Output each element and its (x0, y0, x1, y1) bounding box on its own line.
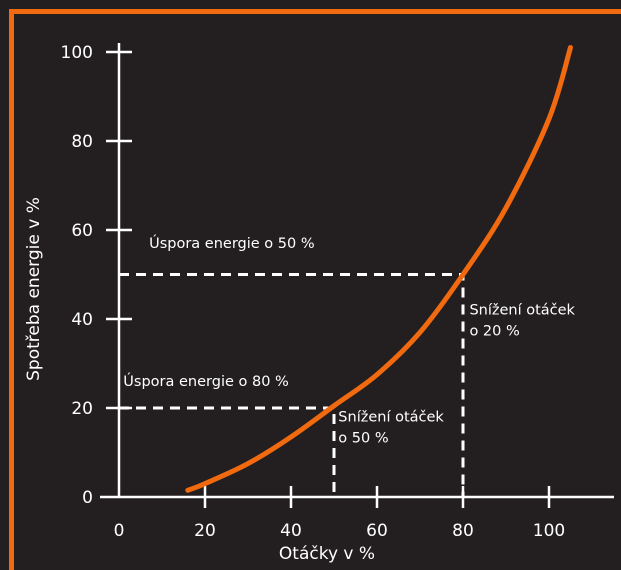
axes (100, 43, 614, 508)
annotation-speed20-line-1: Snížení otáček (469, 303, 575, 319)
x-tick-label-40: 40 (280, 521, 302, 541)
tick-labels: 0 20 40 60 80 100 0 20 40 60 80 100 (61, 43, 566, 541)
guide-line-2 (119, 406, 336, 497)
annotation-speed20-line-2: o 20 % (469, 324, 519, 340)
y-axis-title: Spotřeba energie v % (24, 197, 44, 381)
x-tick-label-80: 80 (452, 521, 474, 541)
y-tick-label-60: 60 (71, 221, 93, 241)
series (185, 45, 573, 493)
y-tick-label-40: 40 (71, 310, 93, 330)
annotation-speed50: Snížení otáček o 50 % (338, 409, 444, 446)
y-tick-label-80: 80 (71, 132, 93, 152)
x-tick-label-20: 20 (194, 521, 216, 541)
y-tick-label-20: 20 (71, 399, 93, 419)
x-axis-title: Otáčky v % (279, 544, 375, 564)
x-tick-label-0: 0 (114, 521, 125, 541)
x-tick-label-100: 100 (533, 521, 565, 541)
y-tick-label-100: 100 (61, 43, 93, 63)
annotation-speed50-line-2: o 50 % (338, 430, 388, 446)
annotation-speed50-line-1: Snížení otáček (338, 409, 444, 425)
annotation-savings80: Úspora energie o 80 % (123, 372, 289, 390)
annotations: Úspora energie o 50 % Úspora energie o 80… (123, 234, 575, 447)
x-tick-label-60: 60 (366, 521, 388, 541)
series-line-1 (185, 45, 573, 493)
chart-frame (9, 9, 621, 570)
y-tick-label-0: 0 (82, 488, 93, 508)
annotation-savings50: Úspora energie o 50 % (149, 234, 315, 252)
annotation-speed20: Snížení otáček o 20 % (469, 303, 575, 340)
